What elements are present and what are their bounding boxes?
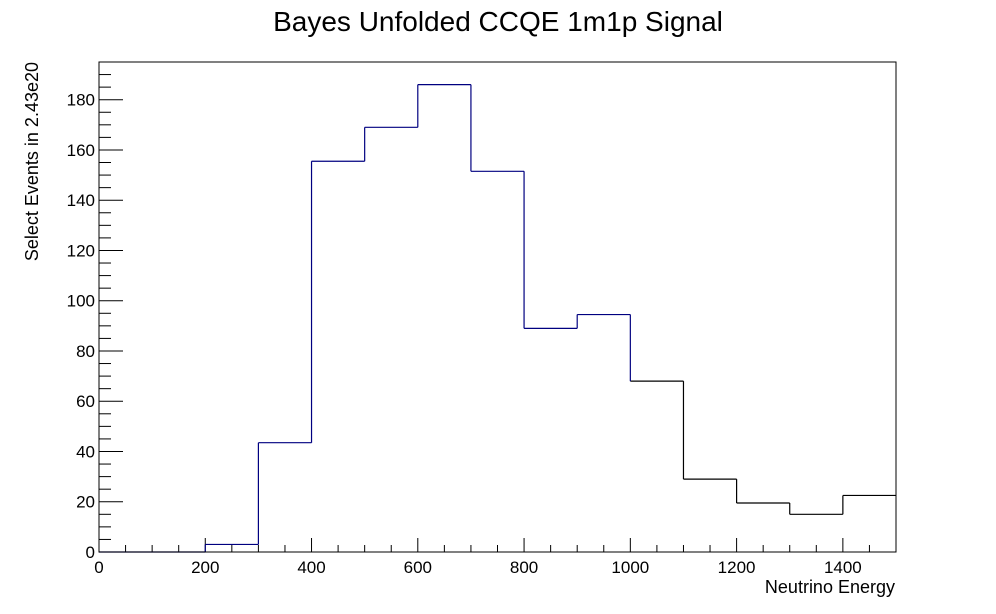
x-tick-label: 200 — [191, 558, 219, 577]
y-tick-label: 80 — [76, 342, 95, 361]
y-tick-label: 40 — [76, 442, 95, 461]
y-tick-label: 20 — [76, 493, 95, 512]
x-tick-labels: 0 200 400 600 800 1000 1200 1400 — [94, 558, 862, 577]
axis-ticks — [98, 61, 897, 553]
y-tick-label: 180 — [67, 91, 95, 110]
y-tick-label: 60 — [76, 392, 95, 411]
y-tick-label: 140 — [67, 191, 95, 210]
histogram-series — [99, 84, 896, 553]
x-tick-label: 1400 — [824, 558, 862, 577]
x-tick-label: 800 — [510, 558, 538, 577]
y-tick-label: 0 — [86, 543, 95, 562]
x-tick-label: 400 — [297, 558, 325, 577]
x-tick-label: 1000 — [611, 558, 649, 577]
x-tick-label: 1200 — [718, 558, 756, 577]
x-tick-label: 0 — [94, 558, 103, 577]
x-tick-label: 600 — [404, 558, 432, 577]
plot-frame — [98, 61, 897, 553]
chart-title: Bayes Unfolded CCQE 1m1p Signal — [273, 6, 723, 37]
y-tick-label: 120 — [67, 241, 95, 260]
y-tick-label: 160 — [67, 141, 95, 160]
y-axis-title: Select Events in 2.43e20 — [22, 62, 42, 261]
y-tick-labels: 0 20 40 60 80 100 120 140 160 180 — [67, 91, 95, 562]
y-tick-label: 100 — [67, 292, 95, 311]
x-axis-title: Neutrino Energy — [765, 577, 895, 597]
